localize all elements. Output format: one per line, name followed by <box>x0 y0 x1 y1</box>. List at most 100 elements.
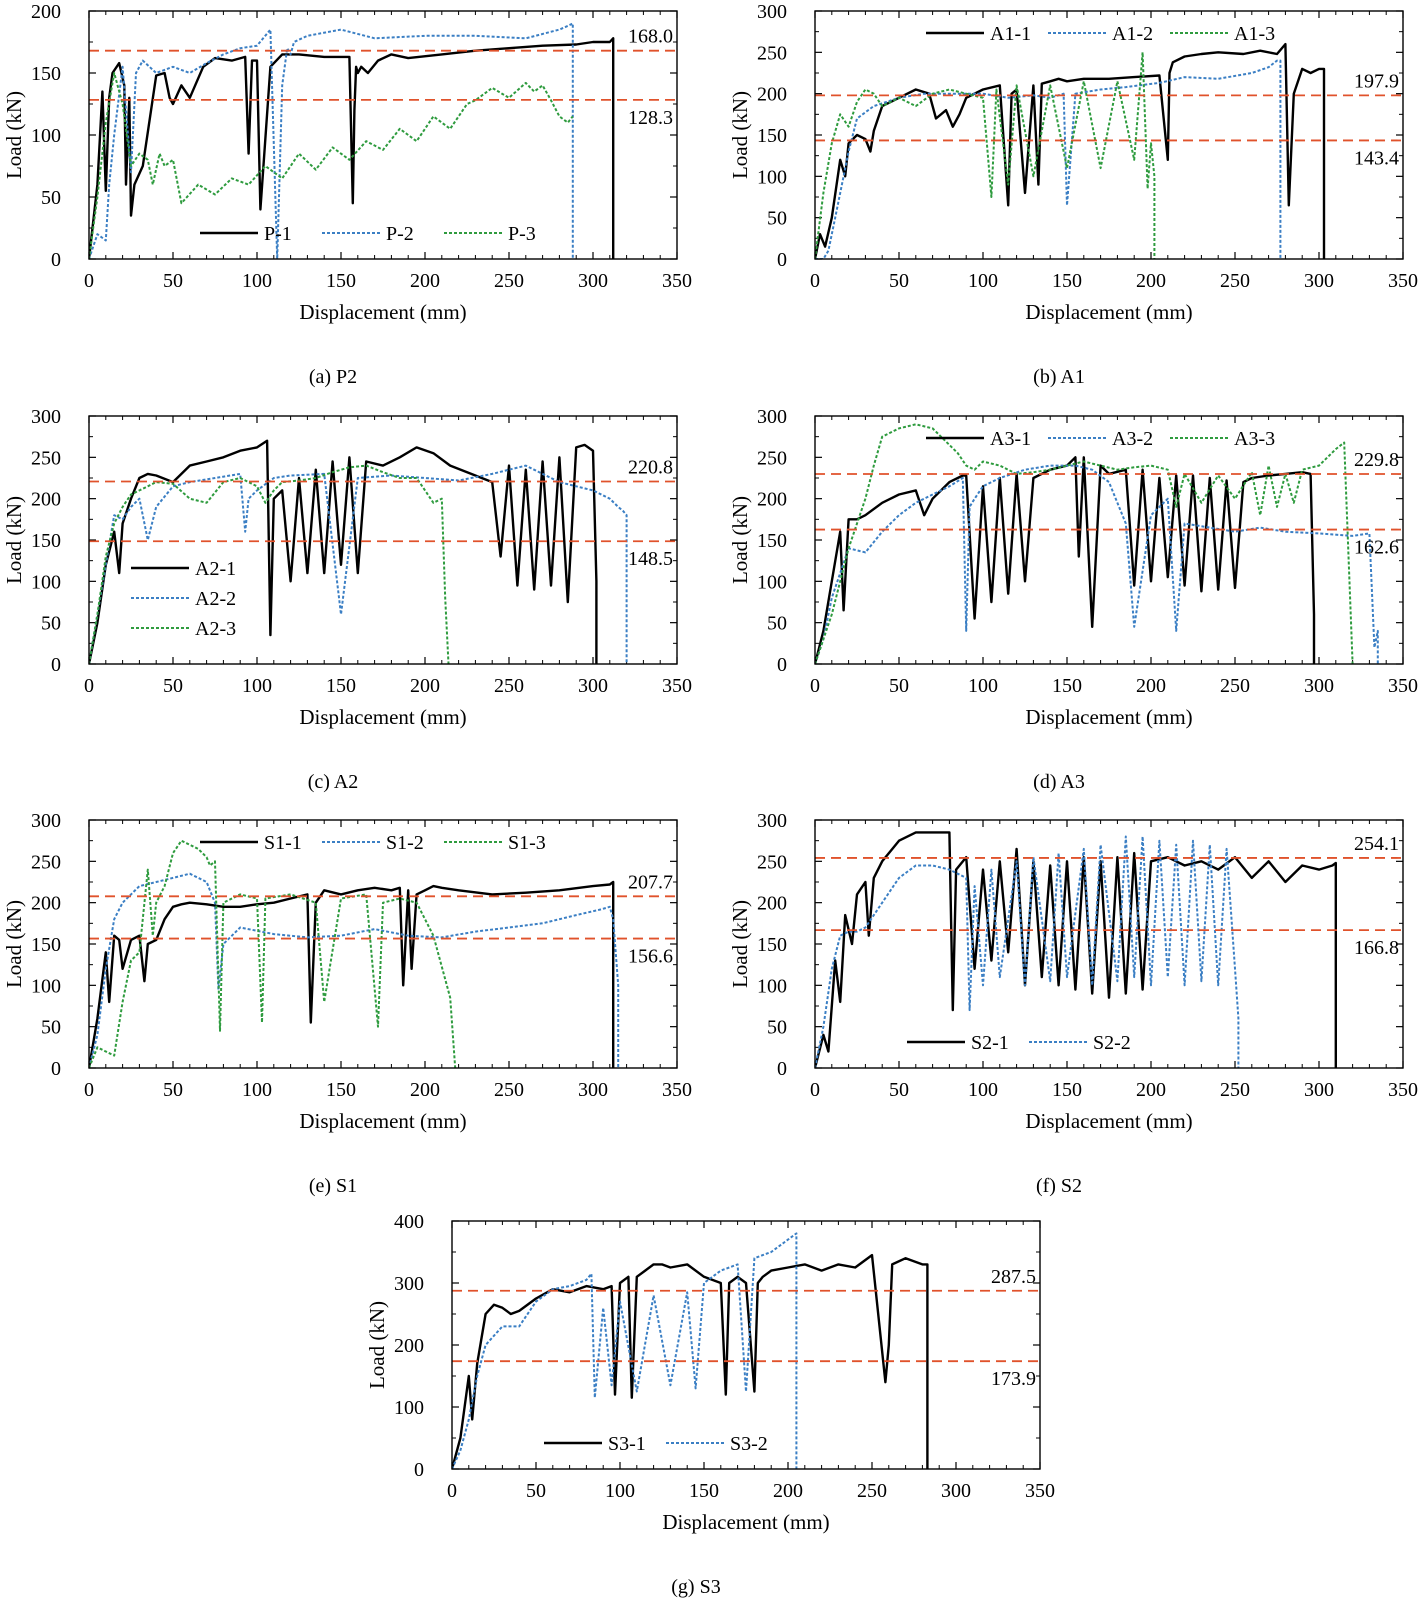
y-tick-label: 0 <box>414 1459 424 1481</box>
y-tick-label: 50 <box>41 613 61 635</box>
legend-label: A3-2 <box>1112 428 1153 450</box>
x-tick-label: 250 <box>1220 1079 1250 1101</box>
y-tick-label: 100 <box>31 571 61 593</box>
y-tick-label: 250 <box>757 447 787 469</box>
legend-label: A1-1 <box>990 23 1031 45</box>
reference-label: 162.6 <box>1354 537 1399 559</box>
reference-label: 287.5 <box>991 1266 1036 1288</box>
legend: S3-1 S3-2 <box>544 1433 768 1455</box>
series-line-a2-2 <box>89 464 628 664</box>
plot-area <box>452 1232 929 1469</box>
legend-label: S3-2 <box>730 1433 768 1455</box>
legend-label: S2-1 <box>971 1032 1009 1054</box>
series-line-a2-1 <box>89 439 598 664</box>
x-tick-label: 350 <box>1025 1480 1055 1502</box>
x-tick-label: 250 <box>1220 270 1250 292</box>
reference-label: 254.1 <box>1354 833 1399 855</box>
plot-area <box>815 42 1326 259</box>
x-tick-label: 0 <box>84 270 94 292</box>
series-line-a3-1 <box>815 456 1316 664</box>
x-tick-label: 350 <box>662 1079 692 1101</box>
x-tick-label: 300 <box>1304 270 1334 292</box>
y-tick-label: 300 <box>757 406 787 428</box>
y-tick-label: 0 <box>777 249 787 271</box>
series-line-s3-1 <box>452 1253 929 1469</box>
reference-label: 220.8 <box>628 456 673 478</box>
y-tick-label: 50 <box>41 1017 61 1039</box>
y-tick-label: 50 <box>767 208 787 230</box>
reference-label: 168.0 <box>628 26 673 48</box>
x-axis-title: Displacement (mm) <box>662 1510 829 1534</box>
legend-label: S3-1 <box>608 1433 646 1455</box>
legend: S2-1 S2-2 <box>907 1032 1131 1054</box>
reference-label: 148.5 <box>628 548 673 570</box>
y-tick-label: 200 <box>31 893 61 915</box>
legend-label: A2-1 <box>195 558 236 580</box>
reference-label: 197.9 <box>1354 70 1399 92</box>
legend-label: S2-2 <box>1093 1032 1131 1054</box>
y-tick-label: 200 <box>394 1335 424 1357</box>
x-tick-label: 300 <box>1304 675 1334 697</box>
chart-panel-a: 0 50 100 150 200 250 300 350 0 50 100 150 200 Displac… <box>2 1 692 388</box>
plot-area <box>89 839 620 1068</box>
y-tick-label: 100 <box>757 166 787 188</box>
legend: A1-1 A1-2 A1-3 <box>926 23 1275 45</box>
chart-panel-d: 0 50 100 150 200 250 300 350 0 50 100 150 200 250 300 D… <box>728 406 1418 793</box>
x-tick-label: 50 <box>163 675 183 697</box>
x-tick-label: 300 <box>578 1079 608 1101</box>
y-tick-label: 50 <box>41 187 61 209</box>
x-tick-label: 150 <box>689 1480 719 1502</box>
y-tick-label: 300 <box>31 810 61 832</box>
x-axis-title: Displacement (mm) <box>299 705 466 729</box>
y-tick-label: 100 <box>31 125 61 147</box>
y-axis-title: Load (kN) <box>2 900 26 988</box>
x-axis-title: Displacement (mm) <box>299 300 466 324</box>
chart-panel-b: 0 50 100 150 200 250 300 350 0 50 100 150 200 250 300 D… <box>728 1 1418 388</box>
y-tick-label: 50 <box>767 613 787 635</box>
x-tick-label: 150 <box>1052 270 1082 292</box>
legend: S1-1 S1-2 S1-3 <box>200 832 546 854</box>
x-tick-label: 200 <box>410 270 440 292</box>
y-axis-title: Load (kN) <box>2 496 26 584</box>
legend-label: A3-1 <box>990 428 1031 450</box>
y-tick-label: 250 <box>31 447 61 469</box>
x-tick-label: 250 <box>1220 675 1250 697</box>
chart-panel-g: 0 50 100 150 200 250 300 350 0 100 200 300 400 Displa… <box>365 1211 1055 1598</box>
x-tick-label: 50 <box>889 675 909 697</box>
x-tick-label: 300 <box>578 270 608 292</box>
series-line-a3-3 <box>815 423 1354 664</box>
y-tick-label: 250 <box>757 42 787 64</box>
legend: P-1 P-2 P-3 <box>200 223 536 245</box>
x-tick-label: 350 <box>662 270 692 292</box>
panel-caption: (b) A1 <box>1033 366 1085 388</box>
chart-panel-e: 0 50 100 150 200 250 300 350 0 50 100 150 200 250 300 D… <box>2 810 692 1197</box>
panel-caption: (d) A3 <box>1033 771 1085 793</box>
y-tick-label: 0 <box>777 1058 787 1080</box>
x-tick-label: 250 <box>857 1480 887 1502</box>
plot-area <box>89 439 628 664</box>
series-line-s1-3 <box>89 839 457 1068</box>
y-tick-label: 100 <box>757 975 787 997</box>
y-tick-label: 400 <box>394 1211 424 1233</box>
x-tick-label: 200 <box>773 1480 803 1502</box>
series-line-s2-2 <box>815 835 1240 1068</box>
x-tick-label: 100 <box>242 675 272 697</box>
panel-caption: (a) P2 <box>309 366 357 388</box>
x-tick-label: 50 <box>526 1480 546 1502</box>
panel-caption: (e) S1 <box>309 1175 357 1197</box>
panel-caption: (g) S3 <box>671 1576 720 1598</box>
y-axis-title: Load (kN) <box>728 91 752 179</box>
x-tick-label: 250 <box>494 270 524 292</box>
x-tick-label: 200 <box>410 1079 440 1101</box>
x-tick-label: 50 <box>163 270 183 292</box>
series-line-a3-2 <box>815 464 1379 664</box>
reference-label: 173.9 <box>991 1368 1036 1390</box>
x-tick-label: 0 <box>810 1079 820 1101</box>
x-tick-label: 100 <box>968 1079 998 1101</box>
plot-frame <box>814 415 1404 665</box>
y-tick-label: 150 <box>757 934 787 956</box>
plot-area <box>815 423 1379 664</box>
x-tick-label: 150 <box>1052 675 1082 697</box>
x-tick-label: 350 <box>662 675 692 697</box>
legend: A3-1 A3-2 A3-3 <box>926 428 1275 450</box>
